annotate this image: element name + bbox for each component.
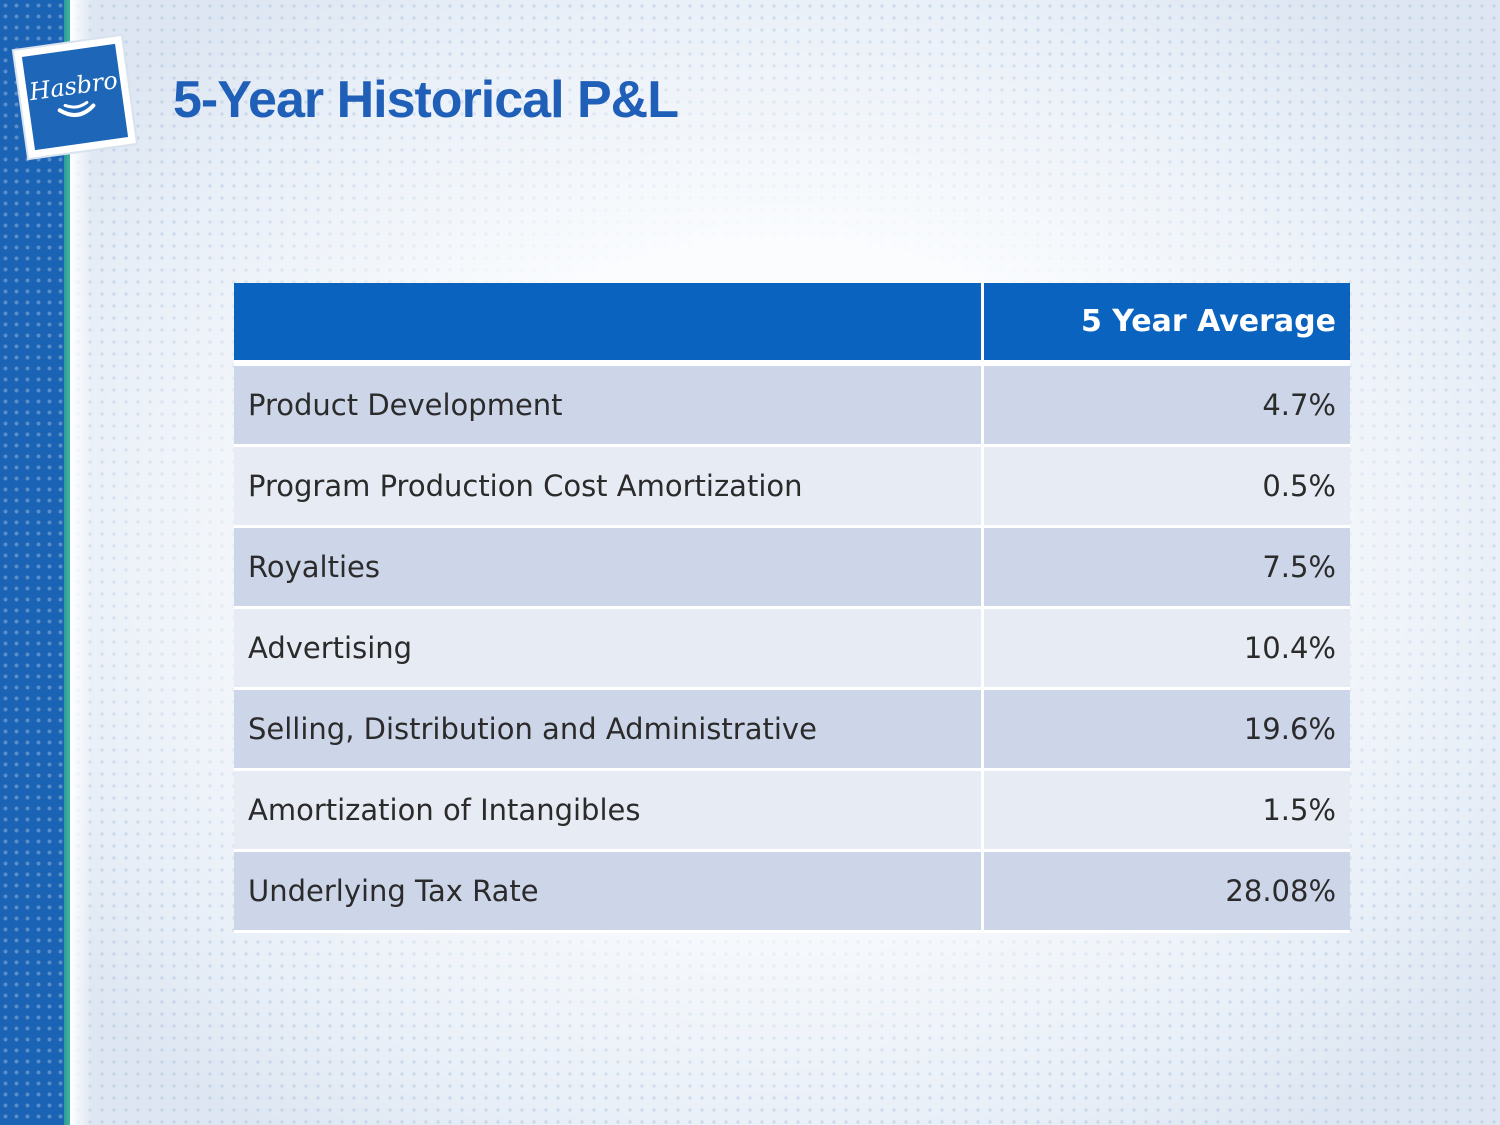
row-label: Program Production Cost Amortization [234,445,984,528]
header-five-year-average: 5 Year Average [982,283,1350,366]
table-row: Advertising 10.4% [234,607,1350,690]
row-value: 7.5% [982,526,1350,609]
left-bar-teal-edge [64,0,70,1125]
row-label: Royalties [234,526,984,609]
row-value: 28.08% [982,850,1350,933]
row-value: 4.7% [982,363,1350,447]
header-label-column [234,283,984,366]
row-value: 1.5% [982,769,1350,852]
row-label: Advertising [234,607,984,690]
table-row: Underlying Tax Rate 28.08% [234,850,1350,933]
left-decorative-bar [0,0,68,1125]
table-row: Selling, Distribution and Administrative… [234,688,1350,771]
row-value: 10.4% [982,607,1350,690]
row-label: Underlying Tax Rate [234,850,984,933]
row-label: Product Development [234,363,984,447]
page-title: 5-Year Historical P&L [173,71,679,129]
row-label: Selling, Distribution and Administrative [234,688,984,771]
row-value: 19.6% [982,688,1350,771]
left-bar-glow [70,0,92,1125]
table-row: Amortization of Intangibles 1.5% [234,769,1350,852]
row-label: Amortization of Intangibles [234,769,984,852]
table-row: Product Development 4.7% [234,363,1350,447]
table-row: Royalties 7.5% [234,526,1350,609]
table-row: Program Production Cost Amortization 0.5… [234,445,1350,528]
table-header-row: 5 Year Average [234,283,1350,366]
pl-table: 5 Year Average Product Development 4.7% … [234,283,1350,933]
row-value: 0.5% [982,445,1350,528]
hasbro-logo: Hasbro [8,30,141,163]
